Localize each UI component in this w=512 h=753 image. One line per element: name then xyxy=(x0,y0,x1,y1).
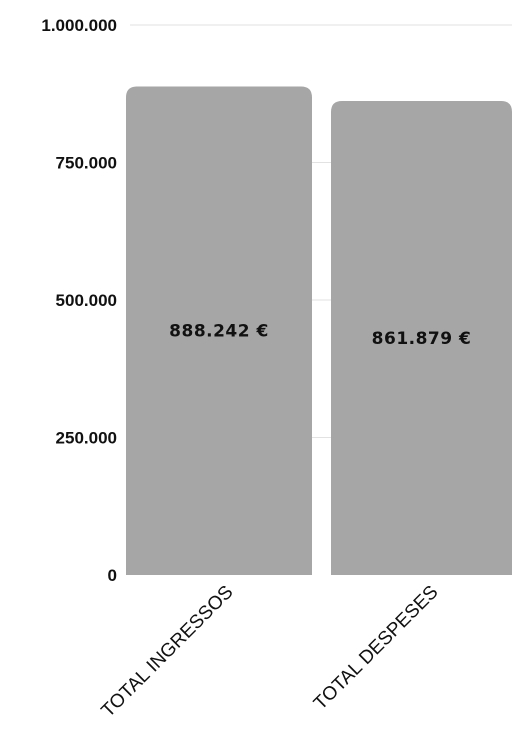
bars xyxy=(126,86,512,575)
bar-value-label: 888.242 € xyxy=(169,322,269,342)
x-category-label: TOTAL DESPESES xyxy=(310,582,443,715)
y-tick-label: 250.000 xyxy=(56,429,117,448)
y-tick-label: 500.000 xyxy=(56,291,117,310)
data-labels: 888.242 € 861.879 € xyxy=(169,322,471,349)
bar xyxy=(331,100,512,575)
x-category-label: TOTAL INGRESSOS xyxy=(98,582,238,722)
y-axis-tick-labels: 0 250.000 500.000 750.000 1.000.000 xyxy=(41,16,117,585)
x-axis-category-labels: TOTAL INGRESSOS TOTAL DESPESES xyxy=(98,582,443,722)
y-tick-label: 750.000 xyxy=(56,154,117,173)
y-tick-label: 0 xyxy=(108,566,117,585)
y-tick-label: 1.000.000 xyxy=(41,16,117,35)
bar xyxy=(126,86,312,575)
bar-value-label: 861.879 € xyxy=(372,329,472,349)
